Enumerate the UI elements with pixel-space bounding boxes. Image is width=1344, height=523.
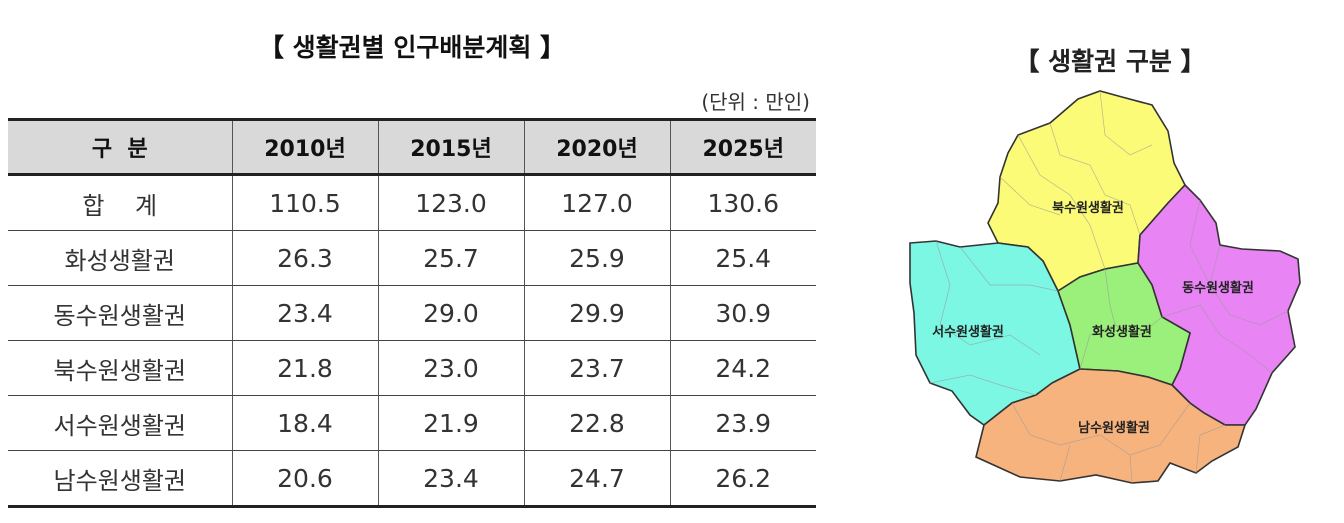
region-label-north: 북수원생활권 bbox=[1052, 200, 1124, 216]
table-cell: 25.4 bbox=[669, 230, 816, 286]
table-header-row: 구 분 2010년 2015년 2020년 2025년 bbox=[8, 118, 816, 176]
table-cell: 25.9 bbox=[523, 230, 670, 286]
row-label: 남수원생활권 bbox=[8, 450, 232, 508]
header-2025: 2025년 bbox=[669, 118, 816, 176]
table-cell: 23.4 bbox=[231, 285, 378, 341]
table-cell: 110.5 bbox=[231, 174, 378, 231]
header-2020: 2020년 bbox=[523, 118, 670, 176]
table-cell: 22.8 bbox=[523, 395, 670, 451]
table-cell: 21.9 bbox=[377, 395, 524, 451]
row-label: 합 계 bbox=[8, 174, 232, 231]
table-cell: 23.0 bbox=[377, 340, 524, 396]
unit-note: (단위 : 만인) bbox=[701, 90, 810, 114]
table-cell: 130.6 bbox=[669, 174, 816, 231]
table-cell: 21.8 bbox=[231, 340, 378, 396]
table-cell: 18.4 bbox=[231, 395, 378, 451]
header-2010: 2010년 bbox=[231, 118, 378, 176]
map-title: 【 생활권 구분 】 bbox=[1014, 47, 1206, 76]
table-cell: 127.0 bbox=[523, 174, 670, 231]
table-row: 남수원생활권 20.6 23.4 24.7 26.2 bbox=[8, 450, 816, 508]
table-row: 합 계 110.5 123.0 127.0 130.6 bbox=[8, 174, 816, 231]
row-label: 화성생활권 bbox=[8, 230, 232, 286]
table-cell: 23.4 bbox=[377, 450, 524, 508]
table-cell: 30.9 bbox=[669, 285, 816, 341]
table-cell: 23.7 bbox=[523, 340, 670, 396]
table-row: 북수원생활권 21.8 23.0 23.7 24.2 bbox=[8, 340, 816, 396]
table-row: 화성생활권 26.3 25.7 25.9 25.4 bbox=[8, 230, 816, 286]
header-2015: 2015년 bbox=[377, 118, 524, 176]
table-cell: 26.2 bbox=[669, 450, 816, 508]
table-cell: 123.0 bbox=[377, 174, 524, 231]
region-label-central: 화성생활권 bbox=[1092, 324, 1152, 340]
region-label-south: 남수원생활권 bbox=[1078, 420, 1150, 436]
row-label: 북수원생활권 bbox=[8, 340, 232, 396]
region-label-west: 서수원생활권 bbox=[932, 324, 1004, 340]
row-label: 동수원생활권 bbox=[8, 285, 232, 341]
table-cell: 25.7 bbox=[377, 230, 524, 286]
table-row: 동수원생활권 23.4 29.0 29.9 30.9 bbox=[8, 285, 816, 341]
table-title: 【 생활권별 인구배분계획 】 bbox=[258, 33, 566, 62]
table-cell: 23.9 bbox=[669, 395, 816, 451]
district-map: 북수원생활권 동수원생활권 서수원생활권 화성생활권 남수원생활권 bbox=[909, 90, 1301, 484]
population-table: 구 분 2010년 2015년 2020년 2025년 합 계 110.5 12… bbox=[8, 118, 816, 508]
table-cell: 29.0 bbox=[377, 285, 524, 341]
table-cell: 20.6 bbox=[231, 450, 378, 508]
table-cell: 26.3 bbox=[231, 230, 378, 286]
region-south bbox=[975, 368, 1247, 484]
table-cell: 24.7 bbox=[523, 450, 670, 508]
table-cell: 24.2 bbox=[669, 340, 816, 396]
table-cell: 29.9 bbox=[523, 285, 670, 341]
row-label: 서수원생활권 bbox=[8, 395, 232, 451]
header-category: 구 분 bbox=[8, 118, 232, 176]
region-label-east: 동수원생활권 bbox=[1182, 280, 1254, 296]
table-row: 서수원생활권 18.4 21.9 22.8 23.9 bbox=[8, 395, 816, 451]
